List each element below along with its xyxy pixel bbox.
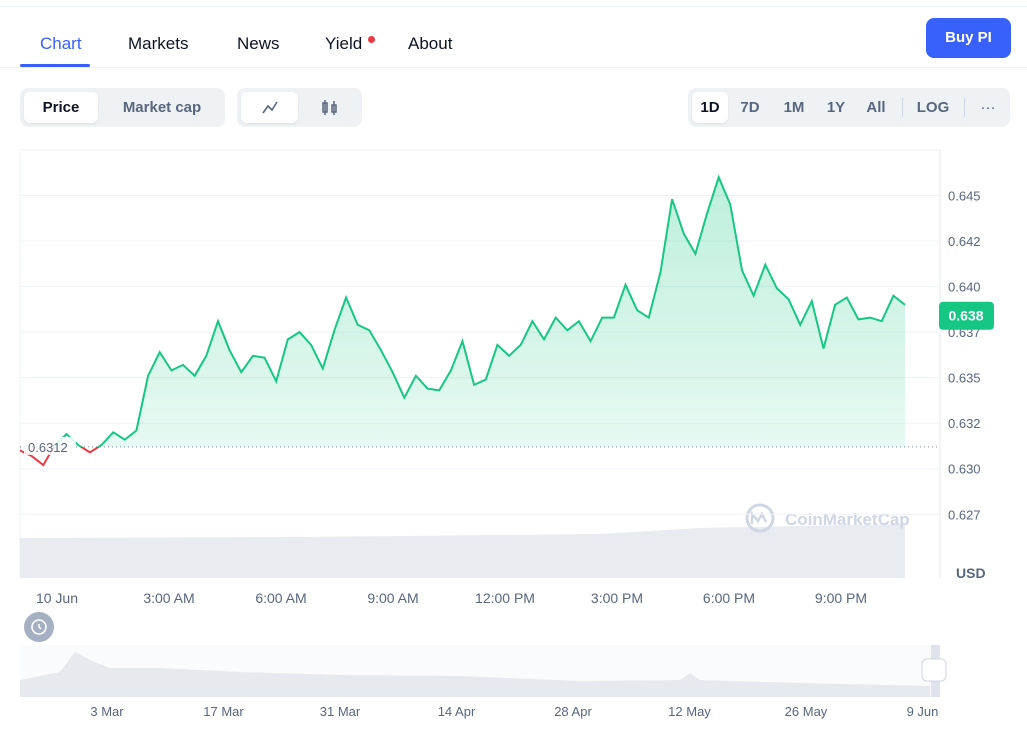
more-button[interactable]: ··· <box>980 99 996 116</box>
y-tick-label: 0.635 <box>948 371 981 386</box>
log-option[interactable]: LOG <box>916 99 950 116</box>
y-tick-label: 0.640 <box>948 280 981 295</box>
current-price-label: 0.638 <box>948 308 983 324</box>
tab[interactable]: About <box>408 34 453 53</box>
open-price-bg <box>24 436 76 455</box>
tab-underline <box>20 64 90 67</box>
navigator-label: 31 Mar <box>320 704 361 719</box>
navigator-handle[interactable] <box>921 658 947 682</box>
candle-style-button[interactable] <box>301 92 358 123</box>
tab[interactable]: Chart <box>40 34 82 53</box>
view-toggle: Price Market cap <box>20 88 225 127</box>
line-icon <box>262 101 278 114</box>
current-price-tag <box>939 301 994 330</box>
y-tick-label: 0.630 <box>948 462 981 477</box>
y-tick-label: 0.642 <box>948 234 981 249</box>
x-tick-label: 6:00 PM <box>703 590 755 606</box>
navigator-label: 3 Mar <box>90 704 124 719</box>
view-option[interactable]: Price <box>24 92 98 123</box>
x-tick-label: 6:00 AM <box>255 590 306 606</box>
navigator-label: 17 Mar <box>203 704 244 719</box>
navigator-area <box>20 652 930 697</box>
tab[interactable]: News <box>237 34 280 53</box>
buy-button[interactable]: Buy PI <box>926 18 1011 58</box>
navigator-label: 28 Apr <box>554 704 592 719</box>
x-tick-label: 3:00 AM <box>143 590 194 606</box>
navigator-label: 12 May <box>668 704 711 719</box>
y-tick-label: 0.632 <box>948 416 981 431</box>
notification-dot <box>368 36 375 43</box>
range-option[interactable]: 1Y <box>826 99 846 116</box>
top-border <box>0 6 1027 7</box>
x-tick-label: 10 Jun <box>36 590 78 606</box>
candle-icon <box>322 100 337 115</box>
navigator-label: 14 Apr <box>438 704 476 719</box>
divider <box>964 98 965 117</box>
tab[interactable]: Yield <box>325 34 363 53</box>
watermark-logo <box>745 503 775 533</box>
tab[interactable]: Markets <box>128 34 189 53</box>
range-option[interactable]: 1D <box>692 92 728 123</box>
range-option[interactable]: 7D <box>740 99 760 116</box>
line-style-button[interactable] <box>241 92 298 123</box>
y-tick-label: 0.627 <box>948 507 981 522</box>
navigator-label: 9 Jun <box>907 704 939 719</box>
area-fill <box>53 177 905 447</box>
open-price-label: 0.6312 <box>28 440 68 455</box>
y-tick-label: 0.645 <box>948 189 981 204</box>
view-option[interactable]: Market cap <box>122 99 202 116</box>
chart-style-toggle <box>237 88 362 127</box>
range-option[interactable]: All <box>866 99 886 116</box>
separator <box>0 67 1027 68</box>
navigator-label: 26 May <box>785 704 828 719</box>
x-tick-label: 9:00 PM <box>815 590 867 606</box>
watermark: CoinMarketCap <box>785 510 910 529</box>
range-toggle: 1D 7D 1M 1Y All LOG ··· <box>688 88 1010 127</box>
x-tick-label: 3:00 PM <box>591 590 643 606</box>
x-tick-label: 12:00 PM <box>475 590 535 606</box>
range-option[interactable]: 1M <box>783 99 805 116</box>
divider <box>902 98 903 117</box>
x-tick-label: 9:00 AM <box>367 590 418 606</box>
volume-bars <box>20 524 905 578</box>
currency-label: USD <box>956 565 986 581</box>
history-button[interactable] <box>24 612 54 642</box>
price-line-up <box>52 174 906 447</box>
